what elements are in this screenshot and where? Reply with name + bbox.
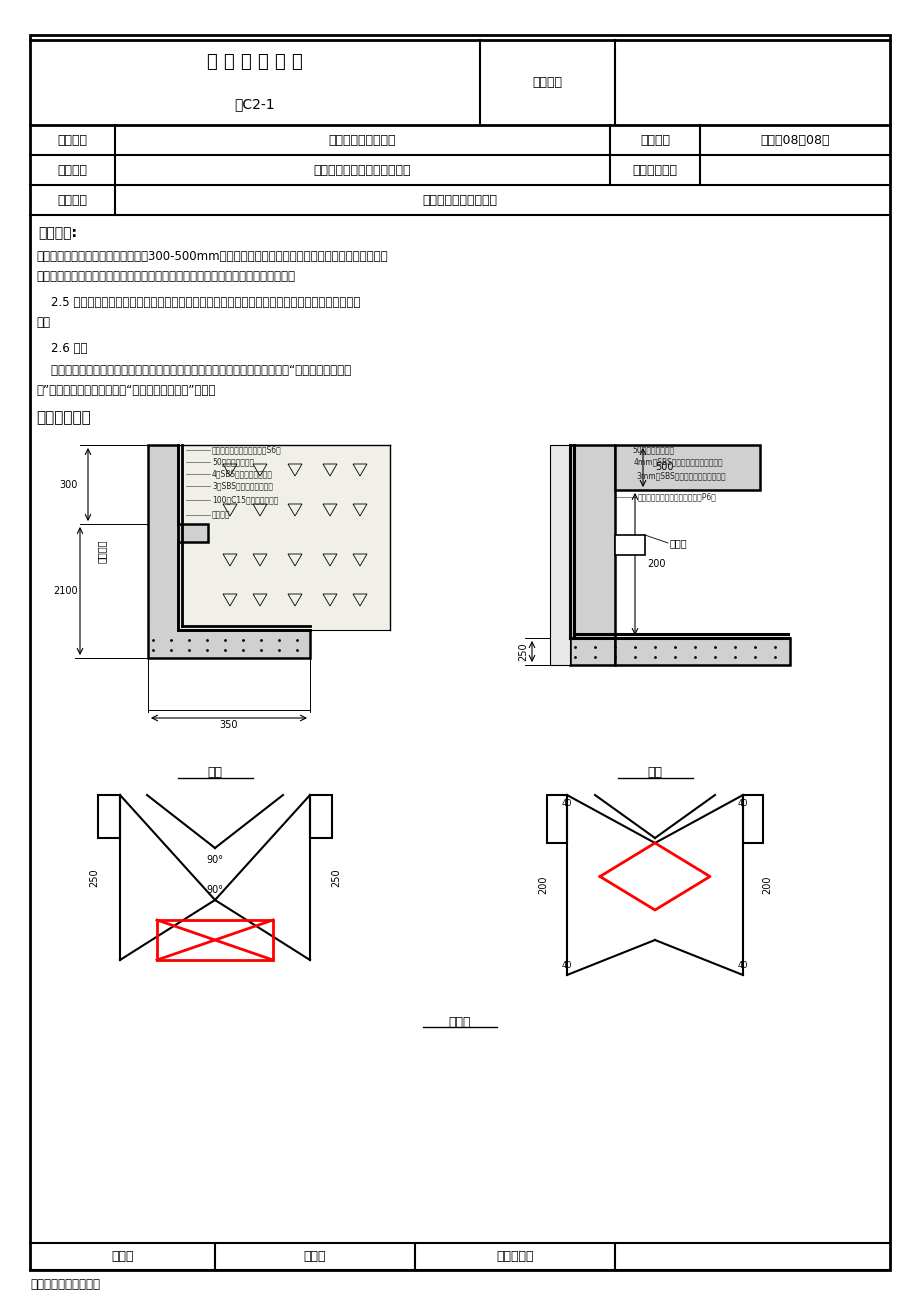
Text: 施工队质检员自检合格后报项目质检员验收，合格后报甲方、监理验收，做好“自检、互检、交接: 施工队质检员自检合格后报项目质检员验收，合格后报甲方、监理验收，做好“自检、互检… [36, 363, 351, 376]
Text: 施工缝: 施工缝 [669, 538, 686, 548]
Text: 4厚SBS改性沥青防水卷材: 4厚SBS改性沥青防水卷材 [211, 470, 273, 479]
Bar [98, 796, 119, 838]
Bar [550, 445, 570, 665]
Text: 90°: 90° [206, 885, 223, 894]
Text: 钢筋混凝土底板（抗渗标号S6）: 钢筋混凝土底板（抗渗标号S6） [211, 445, 281, 454]
Text: 三、细部构造: 三、细部构造 [36, 410, 91, 426]
Text: 防水导墙: 防水导墙 [96, 540, 107, 564]
Text: 交底内容:: 交底内容: [38, 227, 77, 240]
Text: 某某安置房项目北区: 某某安置房项目北区 [328, 134, 396, 147]
Text: 200: 200 [646, 559, 664, 569]
Text: 40: 40 [737, 961, 747, 970]
Text: 交底日期: 交底日期 [640, 134, 669, 147]
Text: 200: 200 [538, 876, 548, 894]
Text: 分项工程名称: 分项工程名称 [632, 164, 676, 177]
Bar [614, 535, 644, 555]
Bar [547, 796, 566, 842]
Text: 资料编号: 资料编号 [532, 76, 562, 89]
Text: 附加层: 附加层 [448, 1016, 471, 1029]
Text: 抗渗钢筋混凝土外墙（抗渗标号P6）: 抗渗钢筋混凝土外墙（抗渗标号P6） [637, 492, 716, 501]
Text: 4mm厚SBS聚酯胎改性沥青防水卷材: 4mm厚SBS聚酯胎改性沥青防水卷材 [633, 457, 723, 466]
Bar [157, 921, 273, 960]
Text: 甩茬: 甩茬 [208, 767, 222, 780]
Text: 接受交底人: 接受交底人 [495, 1250, 533, 1263]
Text: 350: 350 [220, 720, 238, 730]
Text: 50厚聚苯板保护层: 50厚聚苯板保护层 [631, 445, 674, 454]
Text: 250: 250 [331, 868, 341, 887]
Bar [614, 638, 789, 665]
Text: 工程名称: 工程名称 [57, 134, 87, 147]
Bar [743, 796, 762, 842]
Text: 40: 40 [562, 798, 572, 807]
Text: 50厚混凝土保护层: 50厚混凝土保护层 [211, 457, 254, 466]
Text: 3厚SBS改性沥青防水卷材: 3厚SBS改性沥青防水卷材 [211, 482, 273, 491]
Text: 2100: 2100 [53, 586, 78, 596]
Text: 100厚C15细石混凝土垫层: 100厚C15细石混凝土垫层 [211, 496, 278, 504]
Text: 90°: 90° [206, 855, 223, 865]
Text: 交底人: 交底人 [303, 1250, 326, 1263]
Text: 3mm厚SBS聚酯胎改性沥青防水卷材: 3mm厚SBS聚酯胎改性沥青防水卷材 [635, 471, 725, 480]
Text: 层与卷材交接处，喷枪距加热面保持300-500mm左右的距离，往返喷烤、观察当卷材沥青刚刚熔化时，: 层与卷材交接处，喷枪距加热面保持300-500mm左右的距离，往返喷烤、观察当卷… [36, 250, 387, 263]
Text: 表C2-1: 表C2-1 [234, 98, 275, 111]
Text: 250: 250 [517, 642, 528, 661]
Text: 某某年08月08日: 某某年08月08日 [759, 134, 829, 147]
Text: 地下防水施工技术交底: 地下防水施工技术交底 [422, 194, 497, 207]
Text: 250: 250 [89, 868, 99, 887]
Text: 500: 500 [654, 462, 673, 473]
Text: 2.5 热熔封边：卷材接缝处用喷枪加热，压合至边缘挤出沥青粘牢。卷材末端收头用沥青条热熔封: 2.5 热熔封边：卷材接缝处用喷枪加热，压合至边缘挤出沥青粘牢。卷材末端收头用沥… [36, 297, 360, 310]
Bar [570, 445, 614, 665]
Text: 接茬: 接茬 [647, 767, 662, 780]
Text: 本表由施工单位填写。: 本表由施工单位填写。 [30, 1279, 100, 1292]
Text: 技 术 交 底 记 录: 技 术 交 底 记 录 [207, 52, 302, 70]
Text: 2.6 验收: 2.6 验收 [36, 341, 87, 354]
Text: 交底提要: 交底提要 [57, 194, 87, 207]
Text: 40: 40 [562, 961, 572, 970]
Text: 检”三检验收制度，并办理好“隐蔽工程验收记录”手续。: 检”三检验收制度，并办理好“隐蔽工程验收记录”手续。 [36, 384, 215, 397]
Text: 垫力土层: 垫力土层 [211, 510, 231, 519]
Bar [614, 445, 759, 490]
Text: 审核人: 审核人 [111, 1250, 133, 1263]
Text: 40: 40 [737, 798, 747, 807]
Text: 施工单位: 施工单位 [57, 164, 87, 177]
Polygon shape [177, 445, 390, 630]
Bar [310, 796, 332, 838]
Text: 200: 200 [761, 876, 771, 894]
Text: 边。: 边。 [36, 316, 50, 329]
Polygon shape [148, 445, 310, 658]
Text: 手扶管心两端向前缓缓滚动铺设，要求用力均匀、不窝气，铺设压边宽度应掌握好。: 手扶管心两端向前缓缓滚动铺设，要求用力均匀、不窝气，铺设压边宽度应掌握好。 [36, 270, 295, 283]
Text: 某某建设集团第五十六项目部: 某某建设集团第五十六项目部 [313, 164, 411, 177]
Text: 300: 300 [60, 479, 78, 490]
